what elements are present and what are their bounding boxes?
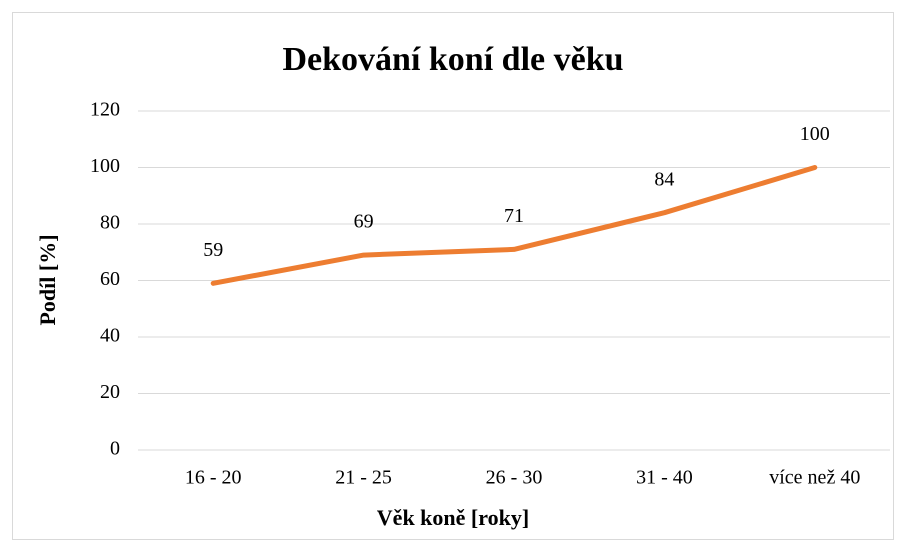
data-label: 59: [203, 239, 223, 261]
x-tick-label: 31 - 40: [636, 467, 693, 489]
y-tick-label: 80: [100, 212, 120, 234]
x-tick-label: 21 - 25: [335, 467, 392, 489]
y-tick-label: 40: [100, 325, 120, 347]
x-tick-label: více než 40: [769, 467, 860, 489]
x-tick-label: 16 - 20: [185, 467, 242, 489]
data-label: 84: [654, 168, 674, 190]
y-tick-label: 100: [90, 155, 120, 177]
data-label: 69: [354, 211, 374, 233]
y-tick-label: 0: [110, 438, 120, 460]
x-tick-label: 26 - 30: [486, 467, 543, 489]
x-axis-label: Věk koně [roky]: [377, 505, 529, 530]
y-tick-label: 20: [100, 381, 120, 403]
y-tick-label: 60: [100, 268, 120, 290]
y-axis-label: Podíl [%]: [35, 234, 60, 325]
line-series: [210, 165, 818, 286]
data-label: 100: [800, 123, 830, 145]
data-label: 71: [504, 205, 524, 227]
y-tick-label: 120: [90, 99, 120, 121]
chart-title: Dekování koní dle věku: [282, 41, 623, 78]
chart-border: [12, 12, 894, 540]
